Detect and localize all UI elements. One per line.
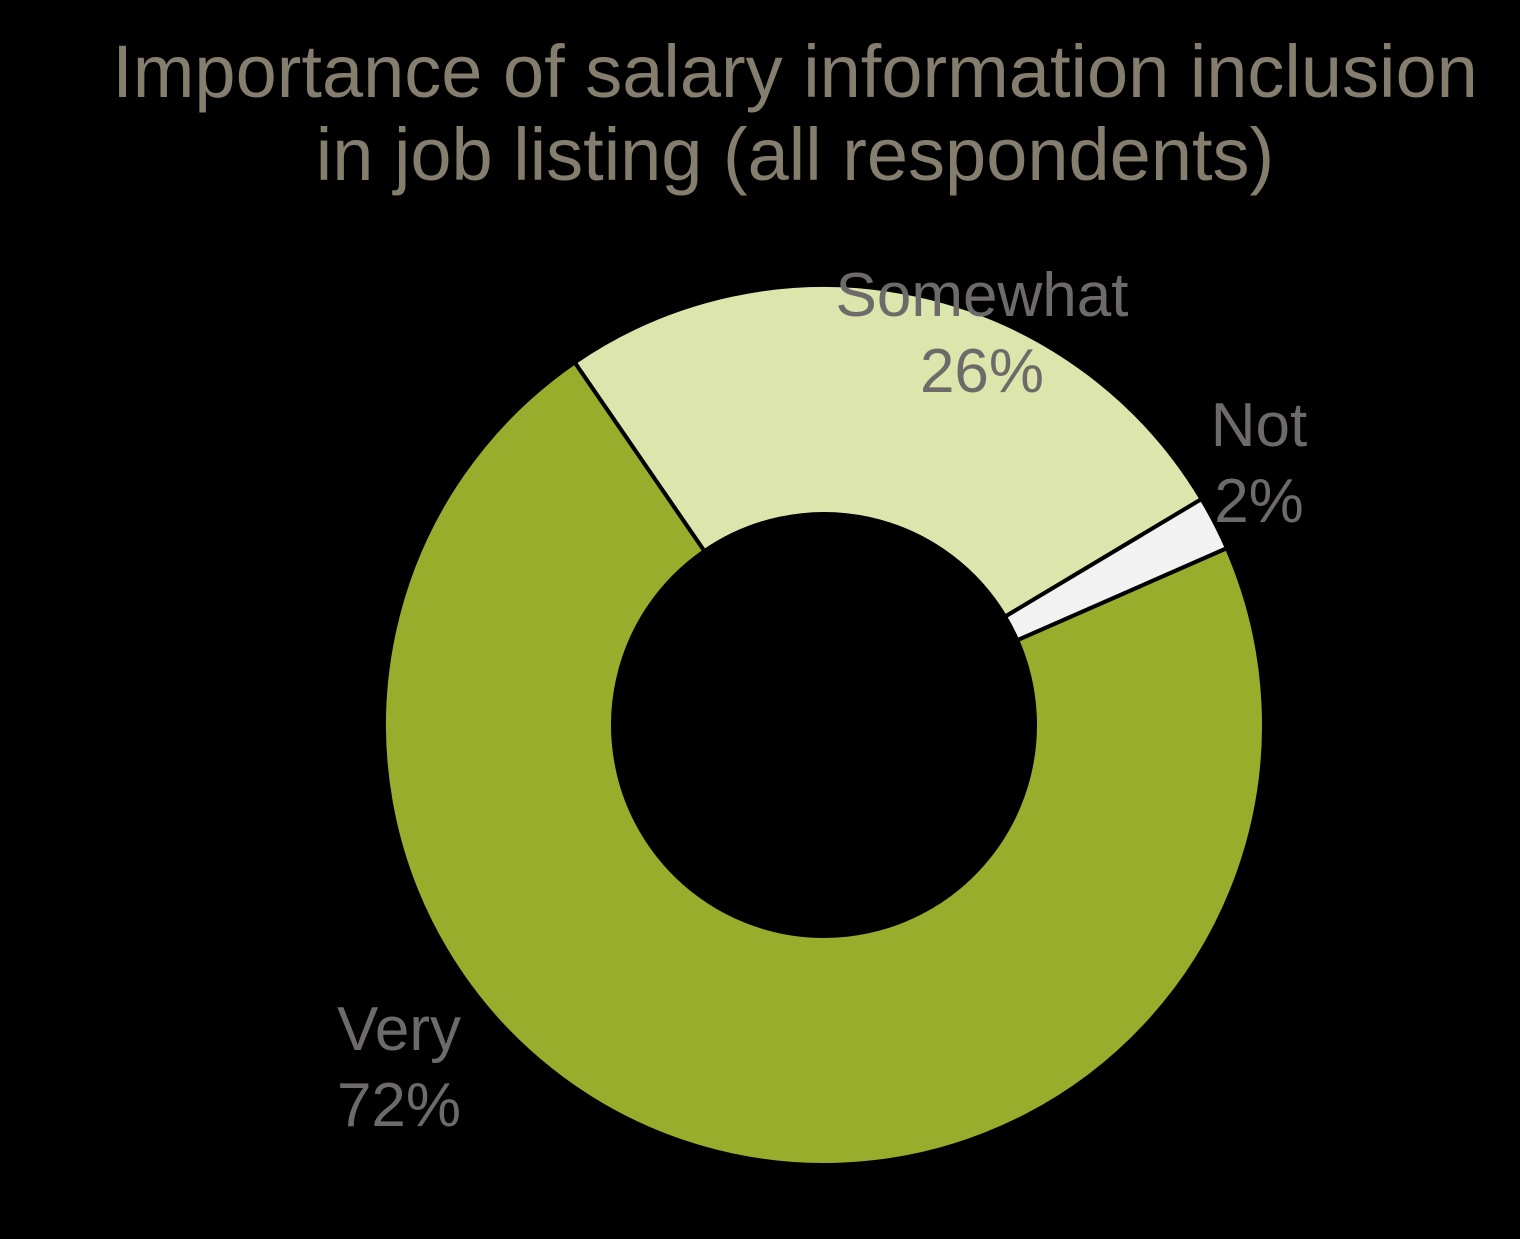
data-label-not: Not 2% — [1009, 388, 1509, 540]
data-label-very-value: 72% — [336, 1071, 462, 1140]
data-label-very: Very 72% — [149, 992, 649, 1144]
slice-very — [382, 359, 1266, 1167]
chart-title-line2: in job listing (all respondents) — [315, 113, 1275, 196]
data-label-somewhat: Somewhat 26% — [732, 258, 1232, 410]
chart-title-line1: Importance of salary information inclusi… — [112, 30, 1478, 113]
data-label-not-value: 2% — [1214, 467, 1304, 536]
chart-title: Importance of salary information inclusi… — [85, 30, 1505, 196]
data-label-very-name: Very — [336, 995, 462, 1064]
data-label-somewhat-value: 26% — [919, 337, 1045, 406]
data-label-not-name: Not — [1210, 391, 1308, 460]
data-label-somewhat-name: Somewhat — [835, 261, 1129, 330]
slice-not — [1002, 496, 1230, 643]
slice-somewhat — [571, 283, 1205, 620]
